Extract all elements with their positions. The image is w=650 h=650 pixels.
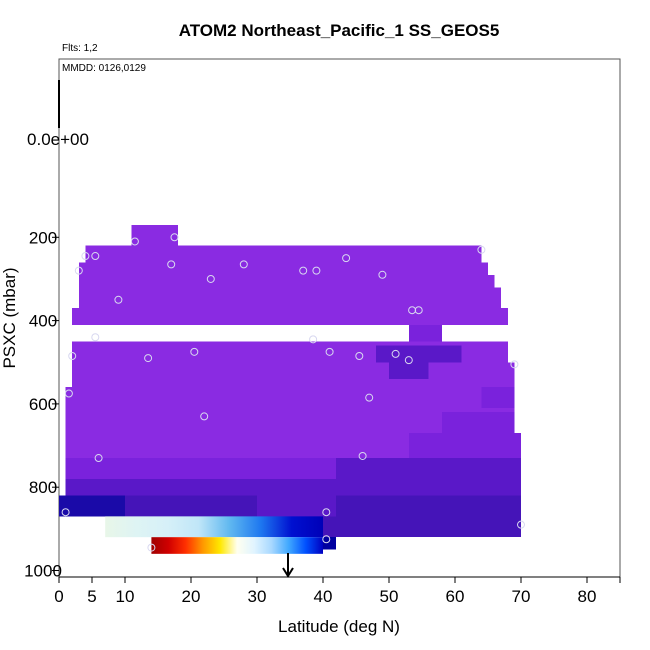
observation-point xyxy=(517,520,525,529)
observation-point xyxy=(358,451,367,460)
observation-point xyxy=(342,254,351,263)
heatmap-cell xyxy=(336,458,521,479)
observation-point xyxy=(299,266,308,275)
observation-points xyxy=(61,233,525,552)
x-tick-label: 40 xyxy=(314,587,333,606)
x-tick-label: 50 xyxy=(380,587,399,606)
y-tick-zero: 0.0e+00 xyxy=(27,130,89,149)
observation-point xyxy=(404,356,413,365)
observation-point xyxy=(322,508,331,517)
observation-point xyxy=(391,349,400,358)
x-tick-label: 80 xyxy=(578,587,597,606)
x-tick-label: 5 xyxy=(87,587,96,606)
y-tick-label: 1000 xyxy=(24,562,62,581)
y-tick-label: 800 xyxy=(29,478,57,497)
observation-point xyxy=(206,274,215,283)
arrow-head xyxy=(282,567,294,578)
heatmap-cell xyxy=(323,537,337,550)
heatmap-cell xyxy=(408,433,521,459)
latitude-arrow xyxy=(282,553,294,578)
observation-point xyxy=(144,354,153,363)
observation-point xyxy=(91,252,100,261)
observation-point xyxy=(477,245,486,254)
heatmap-cell xyxy=(78,262,489,275)
y-axis: 200 400 600 800 1000 xyxy=(24,228,62,580)
observation-point xyxy=(355,352,364,361)
x-axis-label: Latitude (deg N) xyxy=(278,617,400,636)
y-tick-label: 400 xyxy=(29,312,57,331)
observation-point xyxy=(91,333,100,342)
x-tick-label: 10 xyxy=(116,587,135,606)
heatmap-cell xyxy=(59,495,125,517)
observation-point xyxy=(64,389,73,398)
heatmap-gradient-band xyxy=(105,516,323,538)
heatmap-cell xyxy=(65,387,515,413)
x-tick-label: 70 xyxy=(512,587,531,606)
chart-title: ATOM2 Northeast_Pacific_1 SS_GEOS5 xyxy=(179,21,500,40)
observation-point xyxy=(309,335,318,344)
observation-point xyxy=(414,306,423,315)
observation-point xyxy=(170,233,179,242)
observation-point xyxy=(325,347,334,356)
observation-point xyxy=(510,360,519,369)
observation-point xyxy=(200,412,209,421)
observation-point xyxy=(74,266,83,275)
observation-point xyxy=(94,454,103,463)
observation-point xyxy=(147,543,156,552)
y-axis-label: PSXC (mbar) xyxy=(0,267,19,368)
flights-annotation: Flts: 1,2 xyxy=(62,43,98,54)
observation-point xyxy=(68,352,77,361)
heatmap-cell xyxy=(78,287,502,309)
observation-point xyxy=(114,295,123,304)
x-tick-label: 20 xyxy=(182,587,201,606)
observation-point xyxy=(365,393,374,402)
heatmap-cell xyxy=(441,412,515,434)
heatmap-cell xyxy=(72,308,508,325)
heatmap-cell xyxy=(65,412,515,434)
heatmap-cell xyxy=(72,362,515,388)
heatmap-cells xyxy=(59,224,521,554)
heatmap-cell xyxy=(323,516,521,538)
x-tick-label: 60 xyxy=(446,587,465,606)
heatmap-cell xyxy=(257,495,337,517)
observation-point xyxy=(167,260,176,269)
x-axis: 0 5 10 20 30 40 50 60 70 80 xyxy=(54,576,621,606)
dates-annotation: MMDD: 0126,0129 xyxy=(62,63,146,74)
heatmap-gradient-band xyxy=(151,537,323,554)
heatmap-cell xyxy=(78,274,495,288)
heatmap-cell xyxy=(65,478,521,496)
y-tick-label: 200 xyxy=(29,228,57,247)
observation-point xyxy=(378,270,387,279)
observation-point xyxy=(130,237,139,246)
observation-point xyxy=(81,252,90,261)
heatmap-cell xyxy=(375,345,462,363)
observation-point xyxy=(61,508,70,517)
observation-point xyxy=(312,266,321,275)
y-tick-label: 600 xyxy=(29,395,57,414)
observation-point xyxy=(322,535,331,544)
heatmap-cell xyxy=(85,245,482,263)
heatmap-cell xyxy=(408,324,442,342)
observation-point xyxy=(239,260,248,269)
heatmap-cell xyxy=(389,362,429,379)
x-tick-label: 0 xyxy=(54,587,63,606)
heatmap-cell xyxy=(481,387,515,409)
observation-point xyxy=(190,347,199,356)
x-tick-label: 30 xyxy=(248,587,267,606)
heatmap-cell xyxy=(131,224,178,246)
